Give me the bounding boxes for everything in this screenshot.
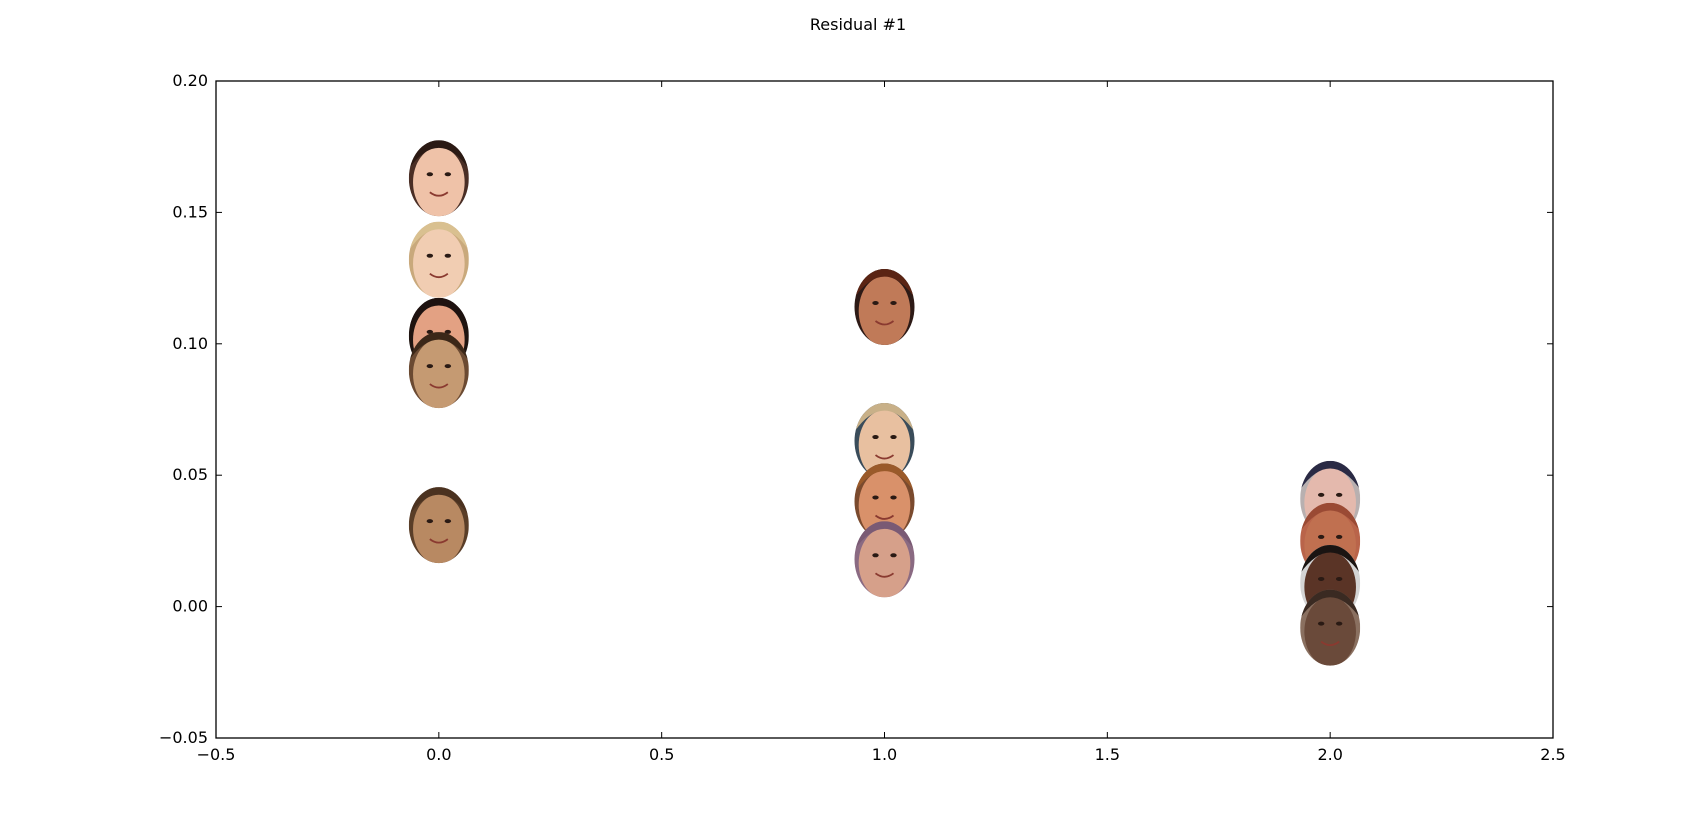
face-right-eye bbox=[1335, 492, 1343, 497]
face-mouth bbox=[874, 454, 895, 460]
face-skin bbox=[413, 494, 465, 564]
face-hair bbox=[408, 140, 469, 169]
face-right-eye bbox=[444, 364, 452, 369]
face-skin bbox=[858, 470, 911, 540]
face-hair bbox=[408, 487, 469, 516]
face-hair bbox=[854, 403, 915, 432]
face-right-eye bbox=[890, 301, 897, 306]
face-right-eye bbox=[890, 495, 897, 500]
face-mouth bbox=[874, 514, 895, 520]
face-right-eye bbox=[444, 253, 452, 258]
chart-title: Residual #1 bbox=[810, 15, 906, 34]
face-skin bbox=[413, 339, 465, 409]
face-left-eye bbox=[872, 495, 879, 500]
x-tick-label: 2.5 bbox=[1540, 745, 1565, 764]
face-left-eye bbox=[1317, 621, 1325, 626]
face-point bbox=[1300, 589, 1361, 666]
face-left-eye bbox=[872, 553, 879, 558]
face-left-eye bbox=[1317, 576, 1325, 581]
face-hair bbox=[1300, 460, 1361, 490]
x-tick-label: 2.0 bbox=[1317, 745, 1342, 764]
y-tick-label: 0.15 bbox=[172, 202, 208, 221]
face-left-eye bbox=[872, 435, 879, 440]
face-mouth bbox=[429, 191, 449, 197]
x-tick-label: 1.0 bbox=[872, 745, 897, 764]
face-point bbox=[854, 521, 915, 598]
face-skin bbox=[413, 147, 465, 217]
face-hair bbox=[408, 297, 469, 327]
face-hair bbox=[854, 521, 915, 550]
y-tick-label: 0.05 bbox=[172, 465, 208, 484]
face-left-eye bbox=[1317, 534, 1325, 539]
face-skin bbox=[858, 410, 911, 480]
face-mouth bbox=[429, 383, 449, 389]
face-skin bbox=[858, 528, 911, 598]
x-tick-label: 0.0 bbox=[426, 745, 451, 764]
face-hair bbox=[1300, 502, 1361, 532]
face-hair bbox=[854, 463, 915, 492]
face-right-eye bbox=[890, 553, 897, 558]
face-skin bbox=[1304, 596, 1356, 666]
x-tick-label: 1.5 bbox=[1095, 745, 1120, 764]
x-tick-label: 0.5 bbox=[649, 745, 674, 764]
face-point bbox=[408, 332, 469, 409]
face-hair bbox=[408, 332, 469, 361]
face-mouth bbox=[429, 538, 449, 544]
x-tick-label: −0.5 bbox=[197, 745, 236, 764]
points-layer bbox=[408, 140, 1361, 666]
face-right-eye bbox=[444, 519, 452, 524]
y-tick-label: 0.00 bbox=[172, 597, 208, 616]
y-tick-label: 0.20 bbox=[172, 71, 208, 90]
axes-layer: −0.5 0.0 0.5 1.0 1.5 2.0 2.5 −0.05 0.00 0.05 0.10 0… bbox=[159, 71, 1566, 764]
face-left-eye bbox=[426, 172, 434, 177]
face-right-eye bbox=[1335, 576, 1343, 581]
face-mouth bbox=[1320, 640, 1340, 647]
face-left-eye bbox=[426, 329, 434, 334]
face-left-eye bbox=[1317, 492, 1325, 497]
y-tick-label: −0.05 bbox=[159, 728, 208, 747]
face-skin bbox=[413, 228, 465, 298]
face-left-eye bbox=[872, 301, 879, 306]
face-right-eye bbox=[890, 435, 897, 440]
face-point bbox=[408, 140, 469, 217]
face-left-eye bbox=[426, 253, 434, 258]
face-mouth bbox=[429, 272, 449, 279]
y-tick-label: 0.10 bbox=[172, 334, 208, 353]
face-right-eye bbox=[1335, 534, 1343, 539]
face-left-eye bbox=[426, 364, 434, 369]
face-point bbox=[854, 269, 915, 346]
face-mouth bbox=[874, 320, 895, 326]
face-hair bbox=[408, 221, 469, 251]
face-point bbox=[408, 487, 469, 564]
face-point bbox=[408, 221, 469, 298]
face-hair bbox=[1300, 544, 1361, 574]
face-right-eye bbox=[1335, 621, 1343, 626]
face-skin bbox=[858, 276, 911, 346]
face-hair bbox=[1300, 589, 1361, 619]
face-right-eye bbox=[444, 172, 452, 177]
face-mouth bbox=[874, 572, 895, 578]
face-left-eye bbox=[426, 519, 434, 524]
face-right-eye bbox=[444, 329, 452, 334]
face-hair bbox=[854, 269, 915, 298]
